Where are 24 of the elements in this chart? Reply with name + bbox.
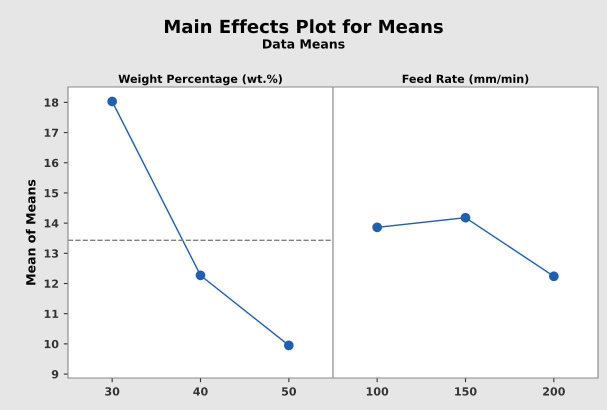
- y-tick-label: 16: [44, 158, 58, 168]
- y-tick-label: 13: [44, 249, 58, 258]
- x-tick-label: 150: [455, 387, 477, 396]
- point: [196, 270, 206, 280]
- chart-title: Weight Percentage (wt.%): [118, 74, 282, 86]
- text: Main Effects Plot for Means: [164, 19, 443, 34]
- x-tick-label: 30: [105, 387, 120, 396]
- y-axis-title: Mean of Means: [26, 180, 36, 285]
- y-tick-label: 18: [44, 98, 58, 107]
- y-tick-label: 17: [44, 128, 58, 137]
- y-tick-label: 11: [44, 310, 58, 318]
- y-tick-label: 14: [44, 219, 58, 228]
- x-tick-label: 40: [193, 387, 208, 396]
- point: [284, 340, 294, 350]
- point: [107, 96, 118, 106]
- x-tick-label: 100: [366, 387, 388, 396]
- y-tick-label: 15: [44, 189, 58, 198]
- text: Data Means: [263, 39, 345, 49]
- x-tick-label: 200: [543, 387, 565, 396]
- y-tick-label: 10: [44, 340, 58, 348]
- chart-title: Feed Rate (mm/min): [402, 74, 528, 84]
- y-tick-label: 9: [52, 370, 58, 378]
- x-tick-label: 50: [282, 387, 296, 396]
- y-tick-label: 12: [44, 279, 58, 288]
